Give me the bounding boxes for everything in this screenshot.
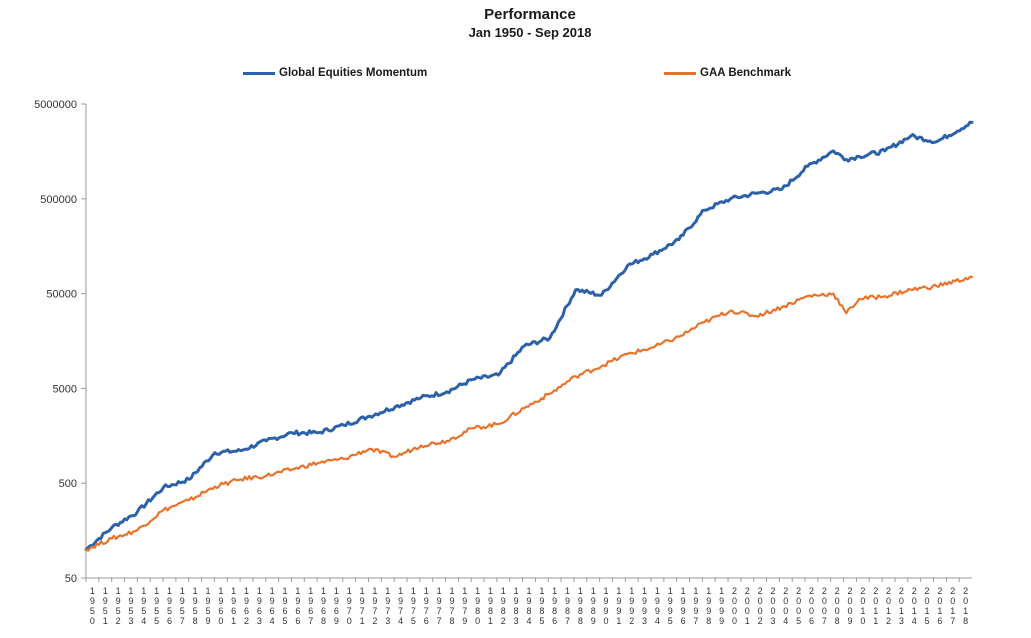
legend-item-global-equities-momentum: Global Equities Momentum [243, 66, 427, 80]
y-tick-label: 5000 [53, 383, 77, 395]
series-line-global-equities-momentum [84, 120, 974, 551]
chart-title: Performance [484, 6, 576, 23]
chart-subtitle: Jan 1950 - Sep 2018 [468, 25, 592, 40]
legend-item-gaa-benchmark: GAA Benchmark [664, 66, 791, 80]
y-tick-label: 500000 [40, 194, 77, 206]
y-tick-label: 50 [65, 573, 77, 585]
y-tick-label: 5000000 [34, 99, 77, 111]
legend-label: Global Equities Momentum [279, 67, 428, 79]
y-tick-label: 50000 [46, 289, 77, 301]
legend-swatch-orange [664, 71, 696, 75]
y-tick-label: 500 [59, 478, 77, 490]
legend-swatch-blue [243, 71, 275, 75]
series-line-gaa-benchmark [84, 275, 974, 552]
legend-label: GAA Benchmark [700, 67, 791, 79]
